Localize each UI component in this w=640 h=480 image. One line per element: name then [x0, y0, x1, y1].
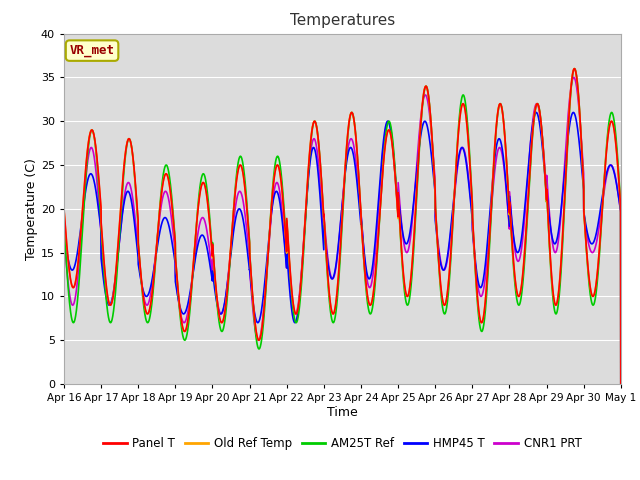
Legend: Panel T, Old Ref Temp, AM25T Ref, HMP45 T, CNR1 PRT: Panel T, Old Ref Temp, AM25T Ref, HMP45 …	[98, 433, 587, 455]
Text: VR_met: VR_met	[70, 44, 115, 57]
X-axis label: Time: Time	[327, 406, 358, 419]
Title: Temperatures: Temperatures	[290, 13, 395, 28]
Y-axis label: Temperature (C): Temperature (C)	[25, 158, 38, 260]
